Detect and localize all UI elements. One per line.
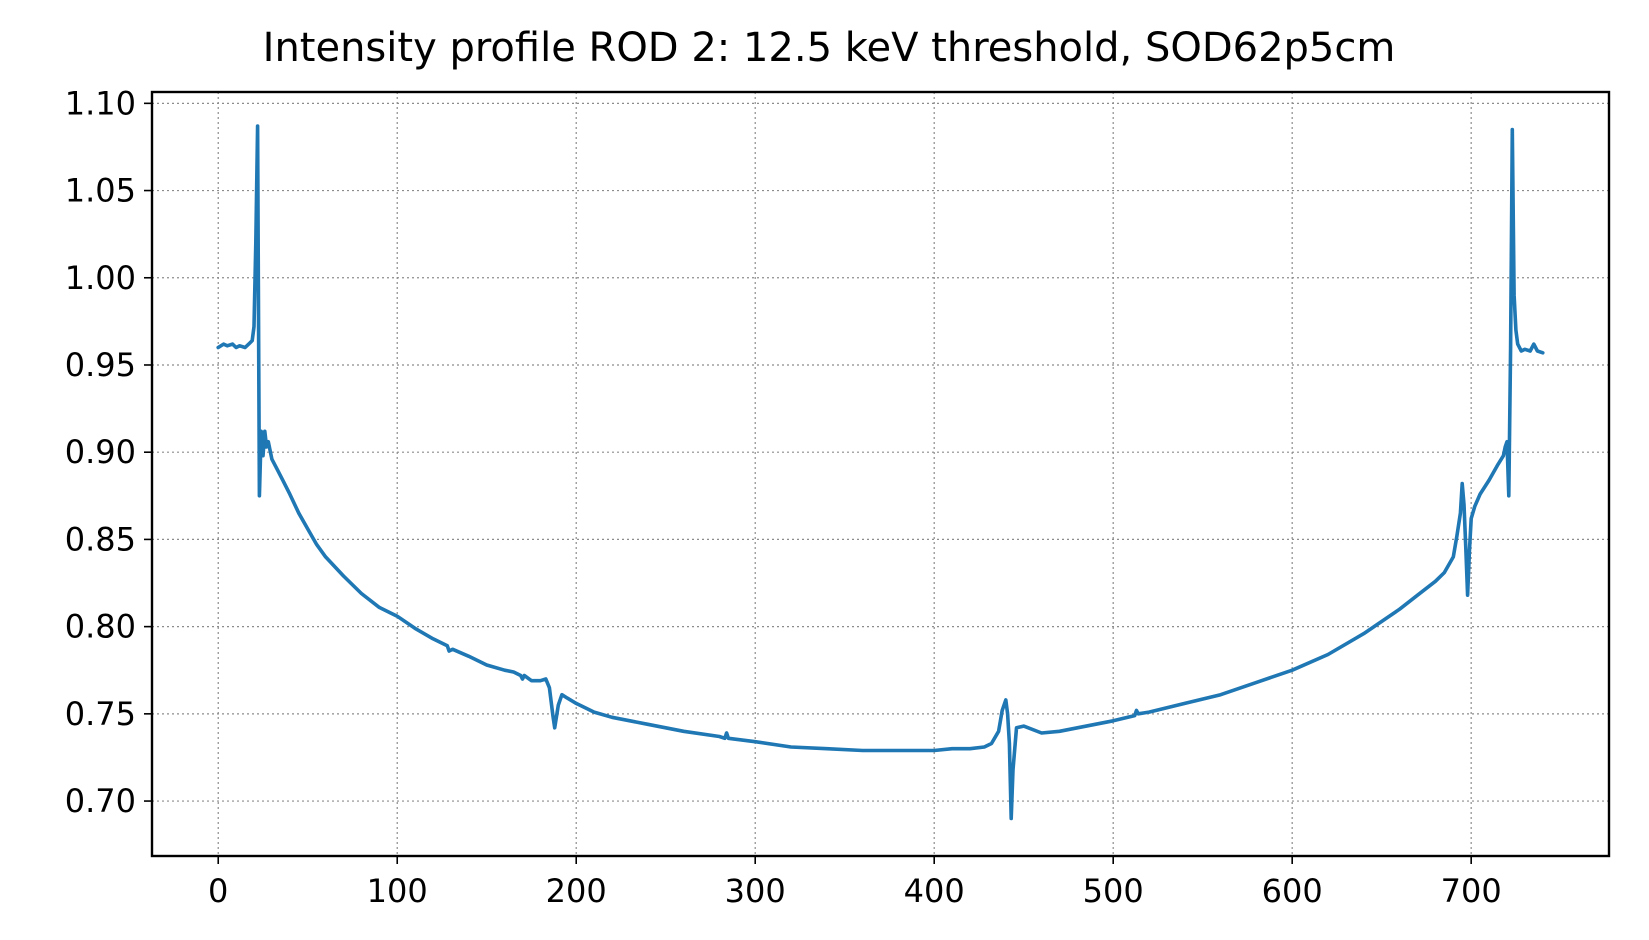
y-tick-label: 0.85 <box>65 520 136 558</box>
x-tick-label: 200 <box>546 872 607 910</box>
x-tick-label: 500 <box>1083 872 1144 910</box>
series-line <box>216 124 1545 821</box>
axis-ticks: 0 100 200 300 400 500 600 700 0.70 0.75 0.80 0.85 0.… <box>65 84 1502 910</box>
y-tick-label: 0.90 <box>65 433 136 471</box>
plot-frame <box>150 90 1611 858</box>
y-tick-label: 0.80 <box>65 608 136 646</box>
y-tick-label: 1.00 <box>65 259 136 297</box>
y-tick-label: 0.75 <box>65 695 136 733</box>
x-tick-label: 600 <box>1262 872 1323 910</box>
x-tick-label: 100 <box>367 872 428 910</box>
x-tick-label: 300 <box>725 872 786 910</box>
x-tick-label: 400 <box>904 872 965 910</box>
y-tick-label: 0.70 <box>65 782 136 820</box>
x-tick-label: 700 <box>1441 872 1502 910</box>
y-tick-label: 1.10 <box>65 84 136 122</box>
x-tick-label: 0 <box>208 872 228 910</box>
grid <box>152 92 1609 856</box>
y-tick-label: 0.95 <box>65 346 136 384</box>
chart-title: Intensity profile ROD 2: 12.5 keV thresh… <box>263 25 1396 71</box>
y-tick-label: 1.05 <box>65 172 136 210</box>
series-layer <box>216 124 1545 821</box>
